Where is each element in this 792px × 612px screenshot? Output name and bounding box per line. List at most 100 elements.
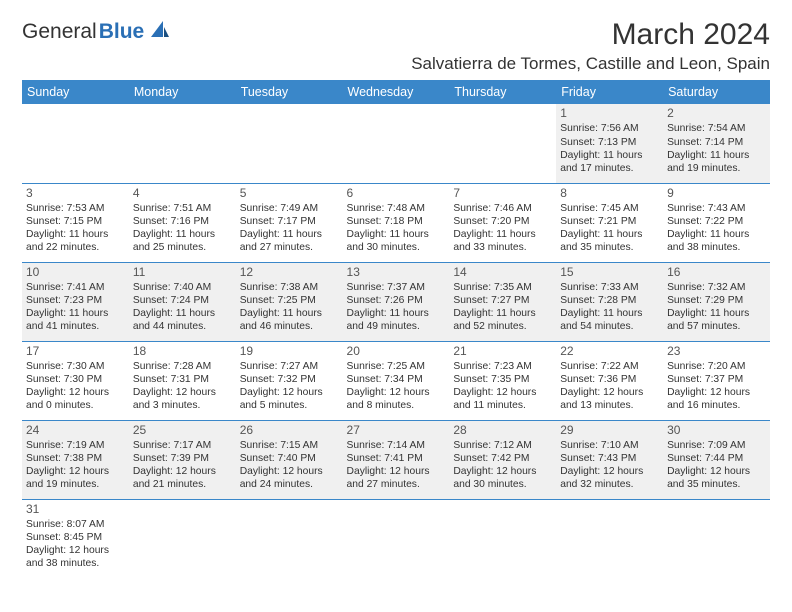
calendar-week-row: 10Sunrise: 7:41 AMSunset: 7:23 PMDayligh… <box>22 262 770 341</box>
sunset-line: Sunset: 7:43 PM <box>560 452 659 465</box>
calendar-day-cell: 19Sunrise: 7:27 AMSunset: 7:32 PMDayligh… <box>236 341 343 420</box>
sunset-line: Sunset: 7:14 PM <box>667 136 766 149</box>
daylight-line: Daylight: 12 hours and 35 minutes. <box>667 465 766 491</box>
calendar-day-cell: 5Sunrise: 7:49 AMSunset: 7:17 PMDaylight… <box>236 183 343 262</box>
sunrise-line: Sunrise: 7:22 AM <box>560 360 659 373</box>
day-number: 21 <box>453 344 552 359</box>
day-number: 1 <box>560 106 659 121</box>
calendar-day-cell: 14Sunrise: 7:35 AMSunset: 7:27 PMDayligh… <box>449 262 556 341</box>
sunrise-line: Sunrise: 7:27 AM <box>240 360 339 373</box>
day-number: 19 <box>240 344 339 359</box>
calendar-empty-cell <box>22 104 129 183</box>
day-number: 31 <box>26 502 125 517</box>
day-number: 23 <box>667 344 766 359</box>
day-number: 30 <box>667 423 766 438</box>
calendar-day-cell: 2Sunrise: 7:54 AMSunset: 7:14 PMDaylight… <box>663 104 770 183</box>
sunset-line: Sunset: 7:41 PM <box>347 452 446 465</box>
calendar-day-cell: 6Sunrise: 7:48 AMSunset: 7:18 PMDaylight… <box>343 183 450 262</box>
sunrise-line: Sunrise: 7:12 AM <box>453 439 552 452</box>
calendar-day-cell: 3Sunrise: 7:53 AMSunset: 7:15 PMDaylight… <box>22 183 129 262</box>
sunrise-line: Sunrise: 7:14 AM <box>347 439 446 452</box>
calendar-empty-cell <box>663 499 770 578</box>
sunrise-line: Sunrise: 7:32 AM <box>667 281 766 294</box>
daylight-line: Daylight: 12 hours and 16 minutes. <box>667 386 766 412</box>
calendar-day-cell: 26Sunrise: 7:15 AMSunset: 7:40 PMDayligh… <box>236 420 343 499</box>
daylight-line: Daylight: 12 hours and 24 minutes. <box>240 465 339 491</box>
calendar-day-cell: 7Sunrise: 7:46 AMSunset: 7:20 PMDaylight… <box>449 183 556 262</box>
sunrise-line: Sunrise: 7:51 AM <box>133 202 232 215</box>
day-number: 6 <box>347 186 446 201</box>
daylight-line: Daylight: 11 hours and 35 minutes. <box>560 228 659 254</box>
day-number: 4 <box>133 186 232 201</box>
day-number: 2 <box>667 106 766 121</box>
sunset-line: Sunset: 7:20 PM <box>453 215 552 228</box>
calendar-day-cell: 24Sunrise: 7:19 AMSunset: 7:38 PMDayligh… <box>22 420 129 499</box>
daylight-line: Daylight: 11 hours and 44 minutes. <box>133 307 232 333</box>
sunset-line: Sunset: 7:30 PM <box>26 373 125 386</box>
calendar-week-row: 31Sunrise: 8:07 AMSunset: 8:45 PMDayligh… <box>22 499 770 578</box>
weekday-header-row: SundayMondayTuesdayWednesdayThursdayFrid… <box>22 80 770 104</box>
calendar-body: 1Sunrise: 7:56 AMSunset: 7:13 PMDaylight… <box>22 104 770 578</box>
sunrise-line: Sunrise: 7:15 AM <box>240 439 339 452</box>
calendar-day-cell: 17Sunrise: 7:30 AMSunset: 7:30 PMDayligh… <box>22 341 129 420</box>
daylight-line: Daylight: 12 hours and 5 minutes. <box>240 386 339 412</box>
calendar-day-cell: 28Sunrise: 7:12 AMSunset: 7:42 PMDayligh… <box>449 420 556 499</box>
sunrise-line: Sunrise: 7:28 AM <box>133 360 232 373</box>
sunset-line: Sunset: 7:17 PM <box>240 215 339 228</box>
sunset-line: Sunset: 7:18 PM <box>347 215 446 228</box>
daylight-line: Daylight: 12 hours and 32 minutes. <box>560 465 659 491</box>
daylight-line: Daylight: 11 hours and 41 minutes. <box>26 307 125 333</box>
daylight-line: Daylight: 12 hours and 38 minutes. <box>26 544 125 570</box>
sunrise-line: Sunrise: 7:41 AM <box>26 281 125 294</box>
sunset-line: Sunset: 7:40 PM <box>240 452 339 465</box>
calendar-empty-cell <box>236 104 343 183</box>
sunrise-line: Sunrise: 7:20 AM <box>667 360 766 373</box>
calendar-empty-cell <box>236 499 343 578</box>
sunrise-line: Sunrise: 7:17 AM <box>133 439 232 452</box>
sunrise-line: Sunrise: 7:49 AM <box>240 202 339 215</box>
calendar-week-row: 24Sunrise: 7:19 AMSunset: 7:38 PMDayligh… <box>22 420 770 499</box>
sunrise-line: Sunrise: 7:23 AM <box>453 360 552 373</box>
day-number: 9 <box>667 186 766 201</box>
daylight-line: Daylight: 11 hours and 46 minutes. <box>240 307 339 333</box>
calendar-empty-cell <box>449 104 556 183</box>
sunrise-line: Sunrise: 7:54 AM <box>667 122 766 135</box>
calendar-day-cell: 9Sunrise: 7:43 AMSunset: 7:22 PMDaylight… <box>663 183 770 262</box>
day-number: 14 <box>453 265 552 280</box>
day-number: 20 <box>347 344 446 359</box>
sunset-line: Sunset: 7:13 PM <box>560 136 659 149</box>
calendar-day-cell: 11Sunrise: 7:40 AMSunset: 7:24 PMDayligh… <box>129 262 236 341</box>
logo-text-general: General <box>22 20 97 44</box>
day-number: 15 <box>560 265 659 280</box>
day-number: 26 <box>240 423 339 438</box>
sunset-line: Sunset: 7:27 PM <box>453 294 552 307</box>
sunrise-line: Sunrise: 7:40 AM <box>133 281 232 294</box>
daylight-line: Daylight: 11 hours and 38 minutes. <box>667 228 766 254</box>
calendar-empty-cell <box>556 499 663 578</box>
day-number: 28 <box>453 423 552 438</box>
calendar-day-cell: 10Sunrise: 7:41 AMSunset: 7:23 PMDayligh… <box>22 262 129 341</box>
sunset-line: Sunset: 7:44 PM <box>667 452 766 465</box>
calendar-empty-cell <box>343 499 450 578</box>
sunset-line: Sunset: 7:22 PM <box>667 215 766 228</box>
calendar-day-cell: 31Sunrise: 8:07 AMSunset: 8:45 PMDayligh… <box>22 499 129 578</box>
weekday-header: Wednesday <box>343 80 450 104</box>
calendar-day-cell: 12Sunrise: 7:38 AMSunset: 7:25 PMDayligh… <box>236 262 343 341</box>
day-number: 17 <box>26 344 125 359</box>
sunrise-line: Sunrise: 7:48 AM <box>347 202 446 215</box>
sunset-line: Sunset: 7:39 PM <box>133 452 232 465</box>
calendar-day-cell: 27Sunrise: 7:14 AMSunset: 7:41 PMDayligh… <box>343 420 450 499</box>
weekday-header: Thursday <box>449 80 556 104</box>
location-subtitle: Salvatierra de Tormes, Castille and Leon… <box>411 54 770 74</box>
weekday-header: Monday <box>129 80 236 104</box>
calendar-day-cell: 4Sunrise: 7:51 AMSunset: 7:16 PMDaylight… <box>129 183 236 262</box>
calendar-week-row: 1Sunrise: 7:56 AMSunset: 7:13 PMDaylight… <box>22 104 770 183</box>
sunrise-line: Sunrise: 7:09 AM <box>667 439 766 452</box>
daylight-line: Daylight: 11 hours and 30 minutes. <box>347 228 446 254</box>
calendar-week-row: 3Sunrise: 7:53 AMSunset: 7:15 PMDaylight… <box>22 183 770 262</box>
sunset-line: Sunset: 7:42 PM <box>453 452 552 465</box>
day-number: 25 <box>133 423 232 438</box>
sunset-line: Sunset: 7:32 PM <box>240 373 339 386</box>
weekday-header: Sunday <box>22 80 129 104</box>
sunset-line: Sunset: 7:26 PM <box>347 294 446 307</box>
